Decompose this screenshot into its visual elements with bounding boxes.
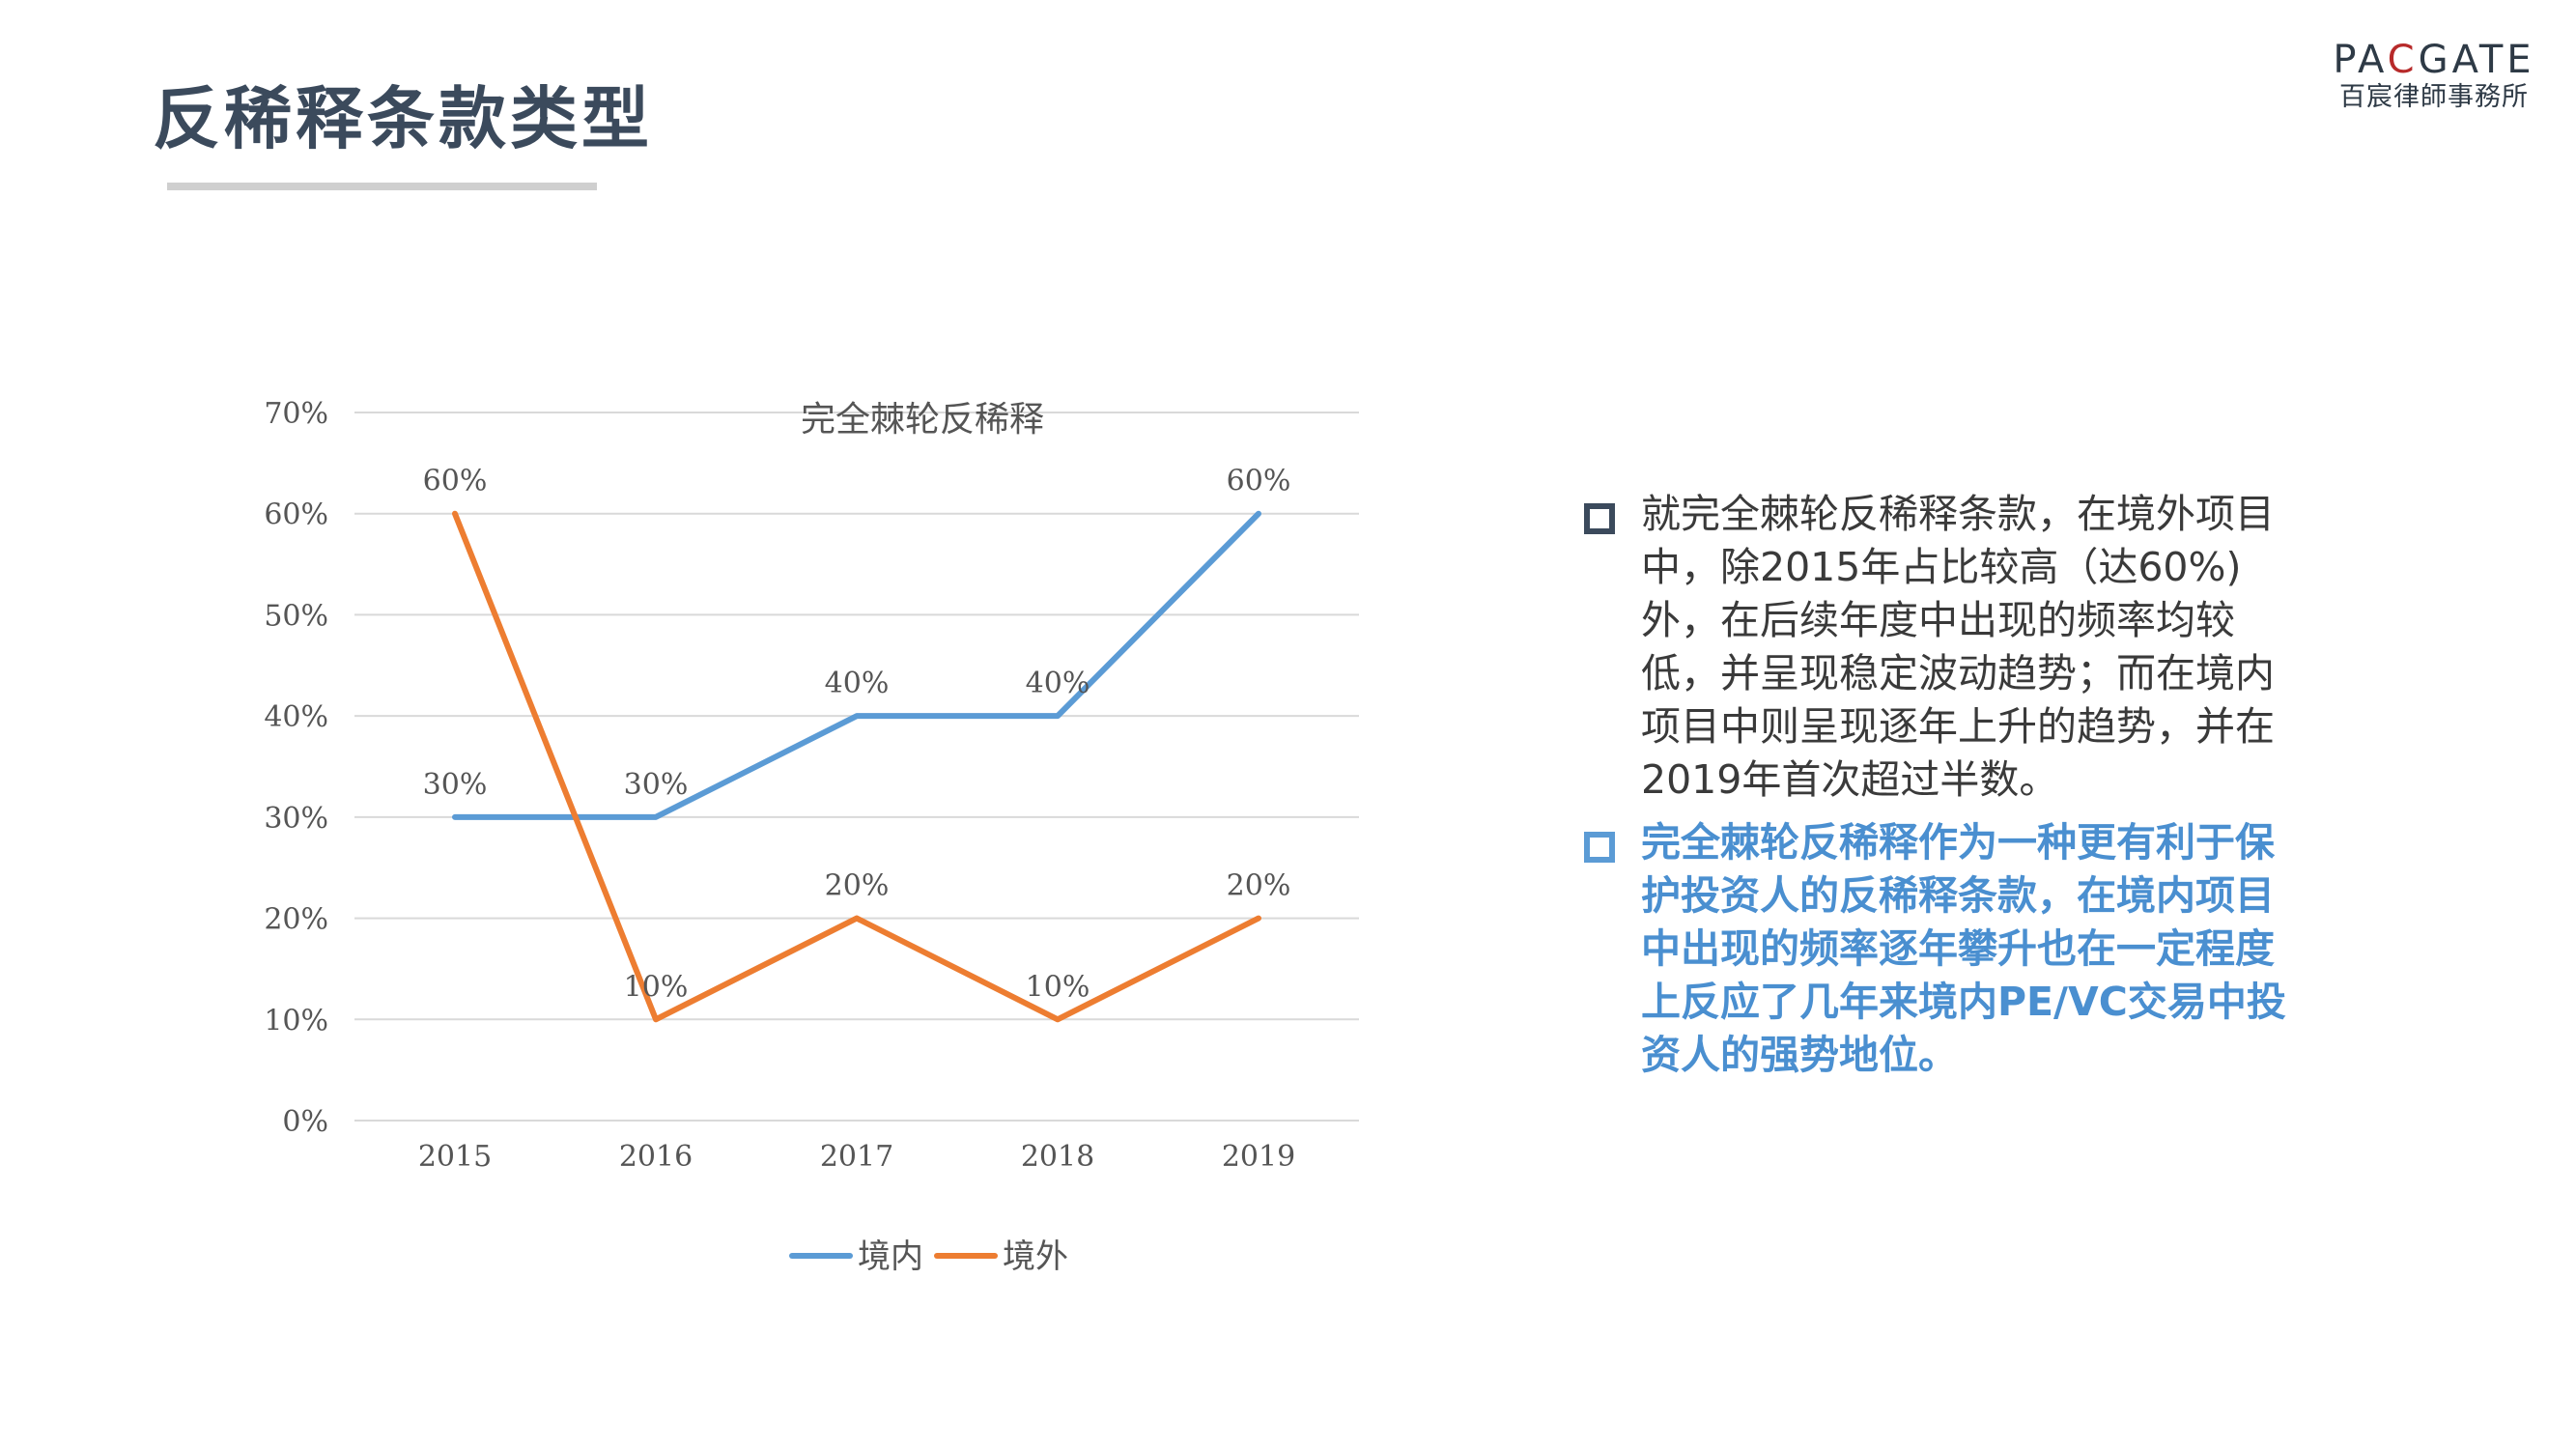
- y-tick-label: 50%: [264, 599, 328, 633]
- logo-wordmark: PACGATE: [2333, 38, 2535, 82]
- bullet-list: 就完全棘轮反稀释条款，在境外项目中，除2015年占比较高（达60%)外，在后续年…: [1579, 488, 2313, 1092]
- y-tick-label: 10%: [264, 1004, 328, 1037]
- bullet-item-conclusion: 完全棘轮反稀释作为一种更有利于保护投资人的反稀释条款，在境内项目中出现的频率逐年…: [1579, 816, 2313, 1082]
- data-label: 10%: [624, 970, 689, 1004]
- y-tick-label: 30%: [264, 802, 328, 836]
- logo-subtitle: 百宸律師事務所: [2339, 82, 2529, 112]
- series-line-1: [452, 510, 1261, 820]
- y-tick-label: 60%: [264, 498, 328, 532]
- square-bullet-icon: [1584, 832, 1615, 863]
- legend-label: 境内: [858, 1237, 923, 1276]
- data-label: 10%: [1026, 970, 1090, 1004]
- x-tick-label: 2019: [1222, 1140, 1295, 1174]
- data-label: 40%: [1026, 667, 1090, 700]
- page-title: 反稀释条款类型: [153, 79, 653, 158]
- data-label: 30%: [423, 768, 488, 802]
- data-label: 20%: [1227, 869, 1291, 903]
- bullet-item-overseas-trend: 就完全棘轮反稀释条款，在境外项目中，除2015年占比较高（达60%)外，在后续年…: [1579, 488, 2313, 807]
- x-tick-label: 2017: [820, 1140, 893, 1174]
- y-tick-label: 20%: [264, 903, 328, 937]
- legend-label: 境外: [1003, 1237, 1068, 1276]
- x-tick-label: 2016: [619, 1140, 693, 1174]
- data-label: 40%: [825, 667, 890, 700]
- line-chart: 0% 10% 20% 30% 40% 50% 60% 70% 2015 2016 2017 2018 2…: [264, 397, 1359, 1276]
- x-tick-label: 2015: [418, 1140, 492, 1174]
- data-label: 30%: [624, 768, 689, 802]
- chart-title: 完全棘轮反稀释: [801, 400, 1044, 440]
- title-underline: [167, 183, 597, 190]
- bullet-text: 就完全棘轮反稀释条款，在境外项目中，除2015年占比较高（达60%)外，在后续年…: [1641, 491, 2275, 803]
- company-logo: PACGATE 百宸律師事務所: [2323, 39, 2545, 114]
- bullet-text-highlight: 完全棘轮反稀释作为一种更有利于保护投资人的反稀释条款，在境内项目中出现的频率逐年…: [1641, 819, 2286, 1078]
- y-tick-label: 70%: [264, 397, 328, 431]
- data-label: 60%: [1227, 465, 1291, 498]
- square-bullet-icon: [1584, 503, 1615, 534]
- series-line-2: [452, 510, 1261, 1023]
- y-tick-label: 40%: [264, 700, 328, 734]
- y-tick-label: 0%: [282, 1105, 328, 1139]
- data-label: 20%: [825, 869, 890, 903]
- x-tick-label: 2018: [1021, 1140, 1094, 1174]
- data-label: 60%: [423, 465, 488, 498]
